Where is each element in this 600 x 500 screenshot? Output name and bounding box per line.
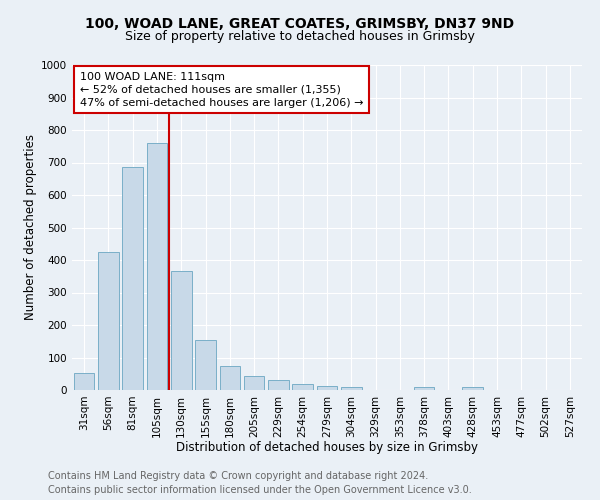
Bar <box>414 388 434 390</box>
Bar <box>463 387 483 390</box>
Text: 100, WOAD LANE, GREAT COATES, GRIMSBY, DN37 9ND: 100, WOAD LANE, GREAT COATES, GRIMSBY, D… <box>85 18 515 32</box>
Text: Contains HM Land Registry data © Crown copyright and database right 2024.: Contains HM Land Registry data © Crown c… <box>48 471 428 481</box>
Text: 100 WOAD LANE: 111sqm
← 52% of detached houses are smaller (1,355)
47% of semi-d: 100 WOAD LANE: 111sqm ← 52% of detached … <box>80 72 363 108</box>
Bar <box>341 388 362 390</box>
Text: Size of property relative to detached houses in Grimsby: Size of property relative to detached ho… <box>125 30 475 43</box>
Text: Contains public sector information licensed under the Open Government Licence v3: Contains public sector information licen… <box>48 485 472 495</box>
Bar <box>268 380 289 390</box>
Bar <box>122 168 143 390</box>
Bar <box>98 252 119 390</box>
Bar <box>220 366 240 390</box>
Bar <box>244 376 265 390</box>
Bar <box>292 384 313 390</box>
Bar <box>74 373 94 390</box>
Bar <box>171 272 191 390</box>
X-axis label: Distribution of detached houses by size in Grimsby: Distribution of detached houses by size … <box>176 441 478 454</box>
Bar <box>195 340 216 390</box>
Bar <box>317 386 337 390</box>
Y-axis label: Number of detached properties: Number of detached properties <box>24 134 37 320</box>
Bar <box>146 143 167 390</box>
